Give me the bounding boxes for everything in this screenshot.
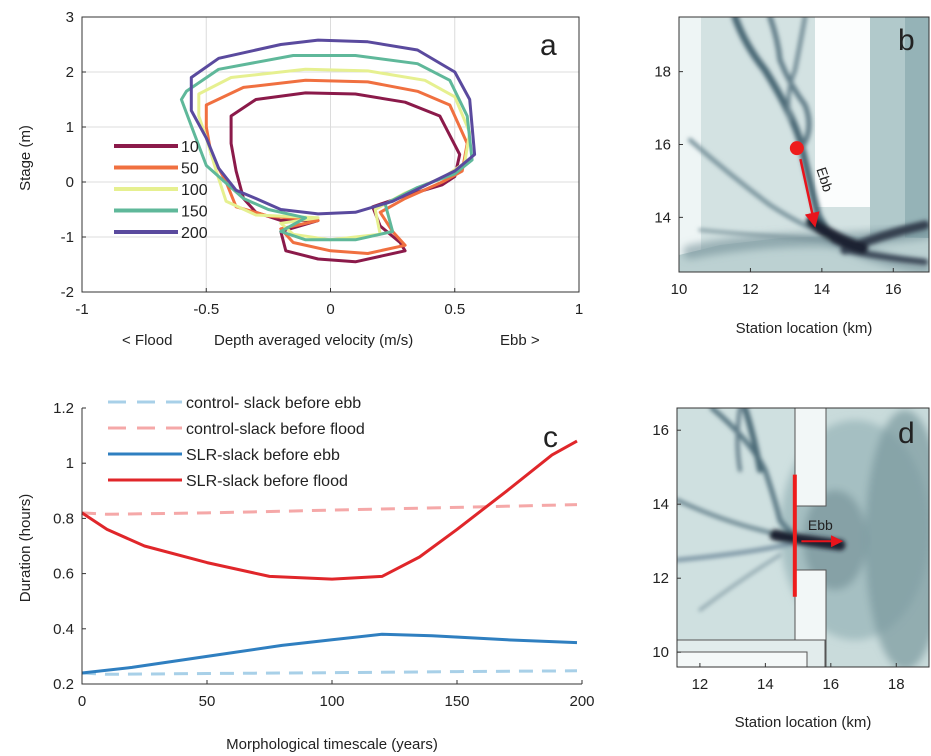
panel-a-xtick-label: -0.5 [193, 301, 219, 318]
panel-b-ytick-label: 16 [654, 137, 671, 154]
panel-c-xlabel: Morphological timescale (years) [226, 736, 438, 753]
panel-d-label: d [898, 417, 915, 450]
panel-c-ticks: 0 50 100 150 200 0.2 0.4 0.6 0.8 1 1.2 [53, 400, 594, 710]
panel-c-ytick-label: 0.4 [53, 621, 74, 638]
panel-d-ytick-label: 10 [652, 644, 669, 661]
panel-c-ytick-label: 0.8 [53, 510, 74, 527]
panel-a-ytick-label: -2 [61, 284, 74, 301]
legend-label-c-1: control- slack before ebb [186, 395, 361, 412]
panel-a-label: a [540, 29, 557, 62]
panel-d-xtick-label: 14 [757, 676, 774, 693]
ebb-arrow [799, 158, 820, 228]
panel-c-xtick-label: 200 [569, 693, 594, 710]
duration-series-1 [81, 669, 578, 676]
panel-a-ytick-label: 0 [66, 174, 74, 191]
panel-c-xtick-label: 150 [444, 693, 469, 710]
ebb-label-d: Ebb [808, 517, 833, 533]
panel-b: 10 12 14 16 14 16 18 Ebb b Station location (k… [654, 16, 930, 337]
panel-c-series [81, 439, 578, 676]
stage-velocity-loop-200 [189, 38, 477, 216]
panel-a-ytick-label: 1 [66, 119, 74, 136]
panel-a-xtick-label: 0 [326, 301, 334, 318]
legend-label-50: 50 [181, 161, 199, 178]
panel-d-xlabel: Station location (km) [735, 714, 872, 731]
panel-d-ytick-label: 14 [652, 496, 669, 513]
legend-label-150: 150 [181, 204, 208, 221]
panel-c: 0 50 100 150 200 0.2 0.4 0.6 0.8 1 1.2 control- sl… [17, 395, 595, 753]
panel-b-label: b [898, 24, 915, 57]
panel-b-xtick-label: 10 [671, 281, 688, 298]
panel-b-xtick-label: 14 [814, 281, 831, 298]
panel-c-legend: control- slack before ebb control-slack b… [108, 395, 365, 490]
panel-b-ytick-label: 14 [654, 209, 671, 226]
panel-d-ticks: 12 14 16 18 10 12 14 16 [652, 422, 904, 693]
panel-d-ytick-label: 12 [652, 570, 669, 587]
panel-a-xtick-label: 1 [575, 301, 583, 318]
panel-c-ytick-label: 1 [66, 455, 74, 472]
panel-d-xtick-label: 18 [888, 676, 905, 693]
panel-d: 12 14 16 18 10 12 14 16 Ebb d Station location … [652, 407, 930, 731]
panel-a-xtick-label: -1 [75, 301, 88, 318]
panel-b-map [679, 17, 929, 272]
stage-velocity-loop-100 [197, 67, 472, 242]
stage-velocity-loop-50 [204, 78, 469, 255]
legend-label-200: 200 [181, 225, 208, 242]
legend-label-100: 100 [181, 182, 208, 199]
duration-series-4 [81, 439, 578, 581]
panel-d-xtick-label: 12 [692, 676, 709, 693]
panel-a-xlabel-ebb: Ebb > [500, 332, 540, 349]
panel-a-ylabel: Stage (m) [17, 125, 34, 191]
panel-b-xtick-label: 16 [885, 281, 902, 298]
panel-c-xtick-label: 100 [319, 693, 344, 710]
panel-d-map [677, 408, 929, 667]
panel-b-xtick-label: 12 [742, 281, 759, 298]
panel-d-xtick-label: 16 [822, 676, 839, 693]
panel-c-ytick-label: 0.2 [53, 676, 74, 693]
duration-series-3 [81, 632, 578, 675]
panel-c-xtick-label: 50 [199, 693, 216, 710]
panel-a-xlabel: Depth averaged velocity (m/s) [214, 332, 413, 349]
station-marker [789, 141, 804, 156]
panel-c-xtick-label: 0 [78, 693, 86, 710]
panel-c-ytick-label: 1.2 [53, 400, 74, 417]
stage-velocity-loop-10 [229, 91, 462, 264]
panel-d-frame [676, 407, 930, 668]
panel-a-ytick-label: -1 [61, 229, 74, 246]
panel-a-xtick-label: 0.5 [444, 301, 465, 318]
panel-a-series [179, 38, 477, 264]
panel-d-ytick-label: 16 [652, 422, 669, 439]
legend-label-10: 10 [181, 139, 199, 156]
panel-c-ylabel: Duration (hours) [17, 494, 34, 602]
panel-c-ytick-label: 0.6 [53, 566, 74, 583]
panel-b-ticks: 10 12 14 16 14 16 18 [654, 64, 901, 298]
panel-a-ytick-label: 2 [66, 64, 74, 81]
panel-b-xlabel: Station location (km) [736, 320, 873, 337]
legend-label-c-3: SLR-slack before ebb [186, 447, 340, 464]
ebb-label: Ebb [813, 165, 836, 194]
panel-a-legend: 10 50 100 150 200 [114, 139, 208, 242]
duration-series-2 [81, 503, 578, 516]
legend-label-c-4: SLR-slack before flood [186, 473, 348, 490]
stage-velocity-loop-150 [179, 54, 474, 242]
panel-b-ytick-label: 18 [654, 64, 671, 81]
panel-a-ytick-label: 3 [66, 9, 74, 26]
legend-label-c-2: control-slack before flood [186, 421, 365, 438]
panel-a-xlabel-flood: < Flood [122, 332, 172, 349]
panel-c-label: c [543, 421, 558, 454]
